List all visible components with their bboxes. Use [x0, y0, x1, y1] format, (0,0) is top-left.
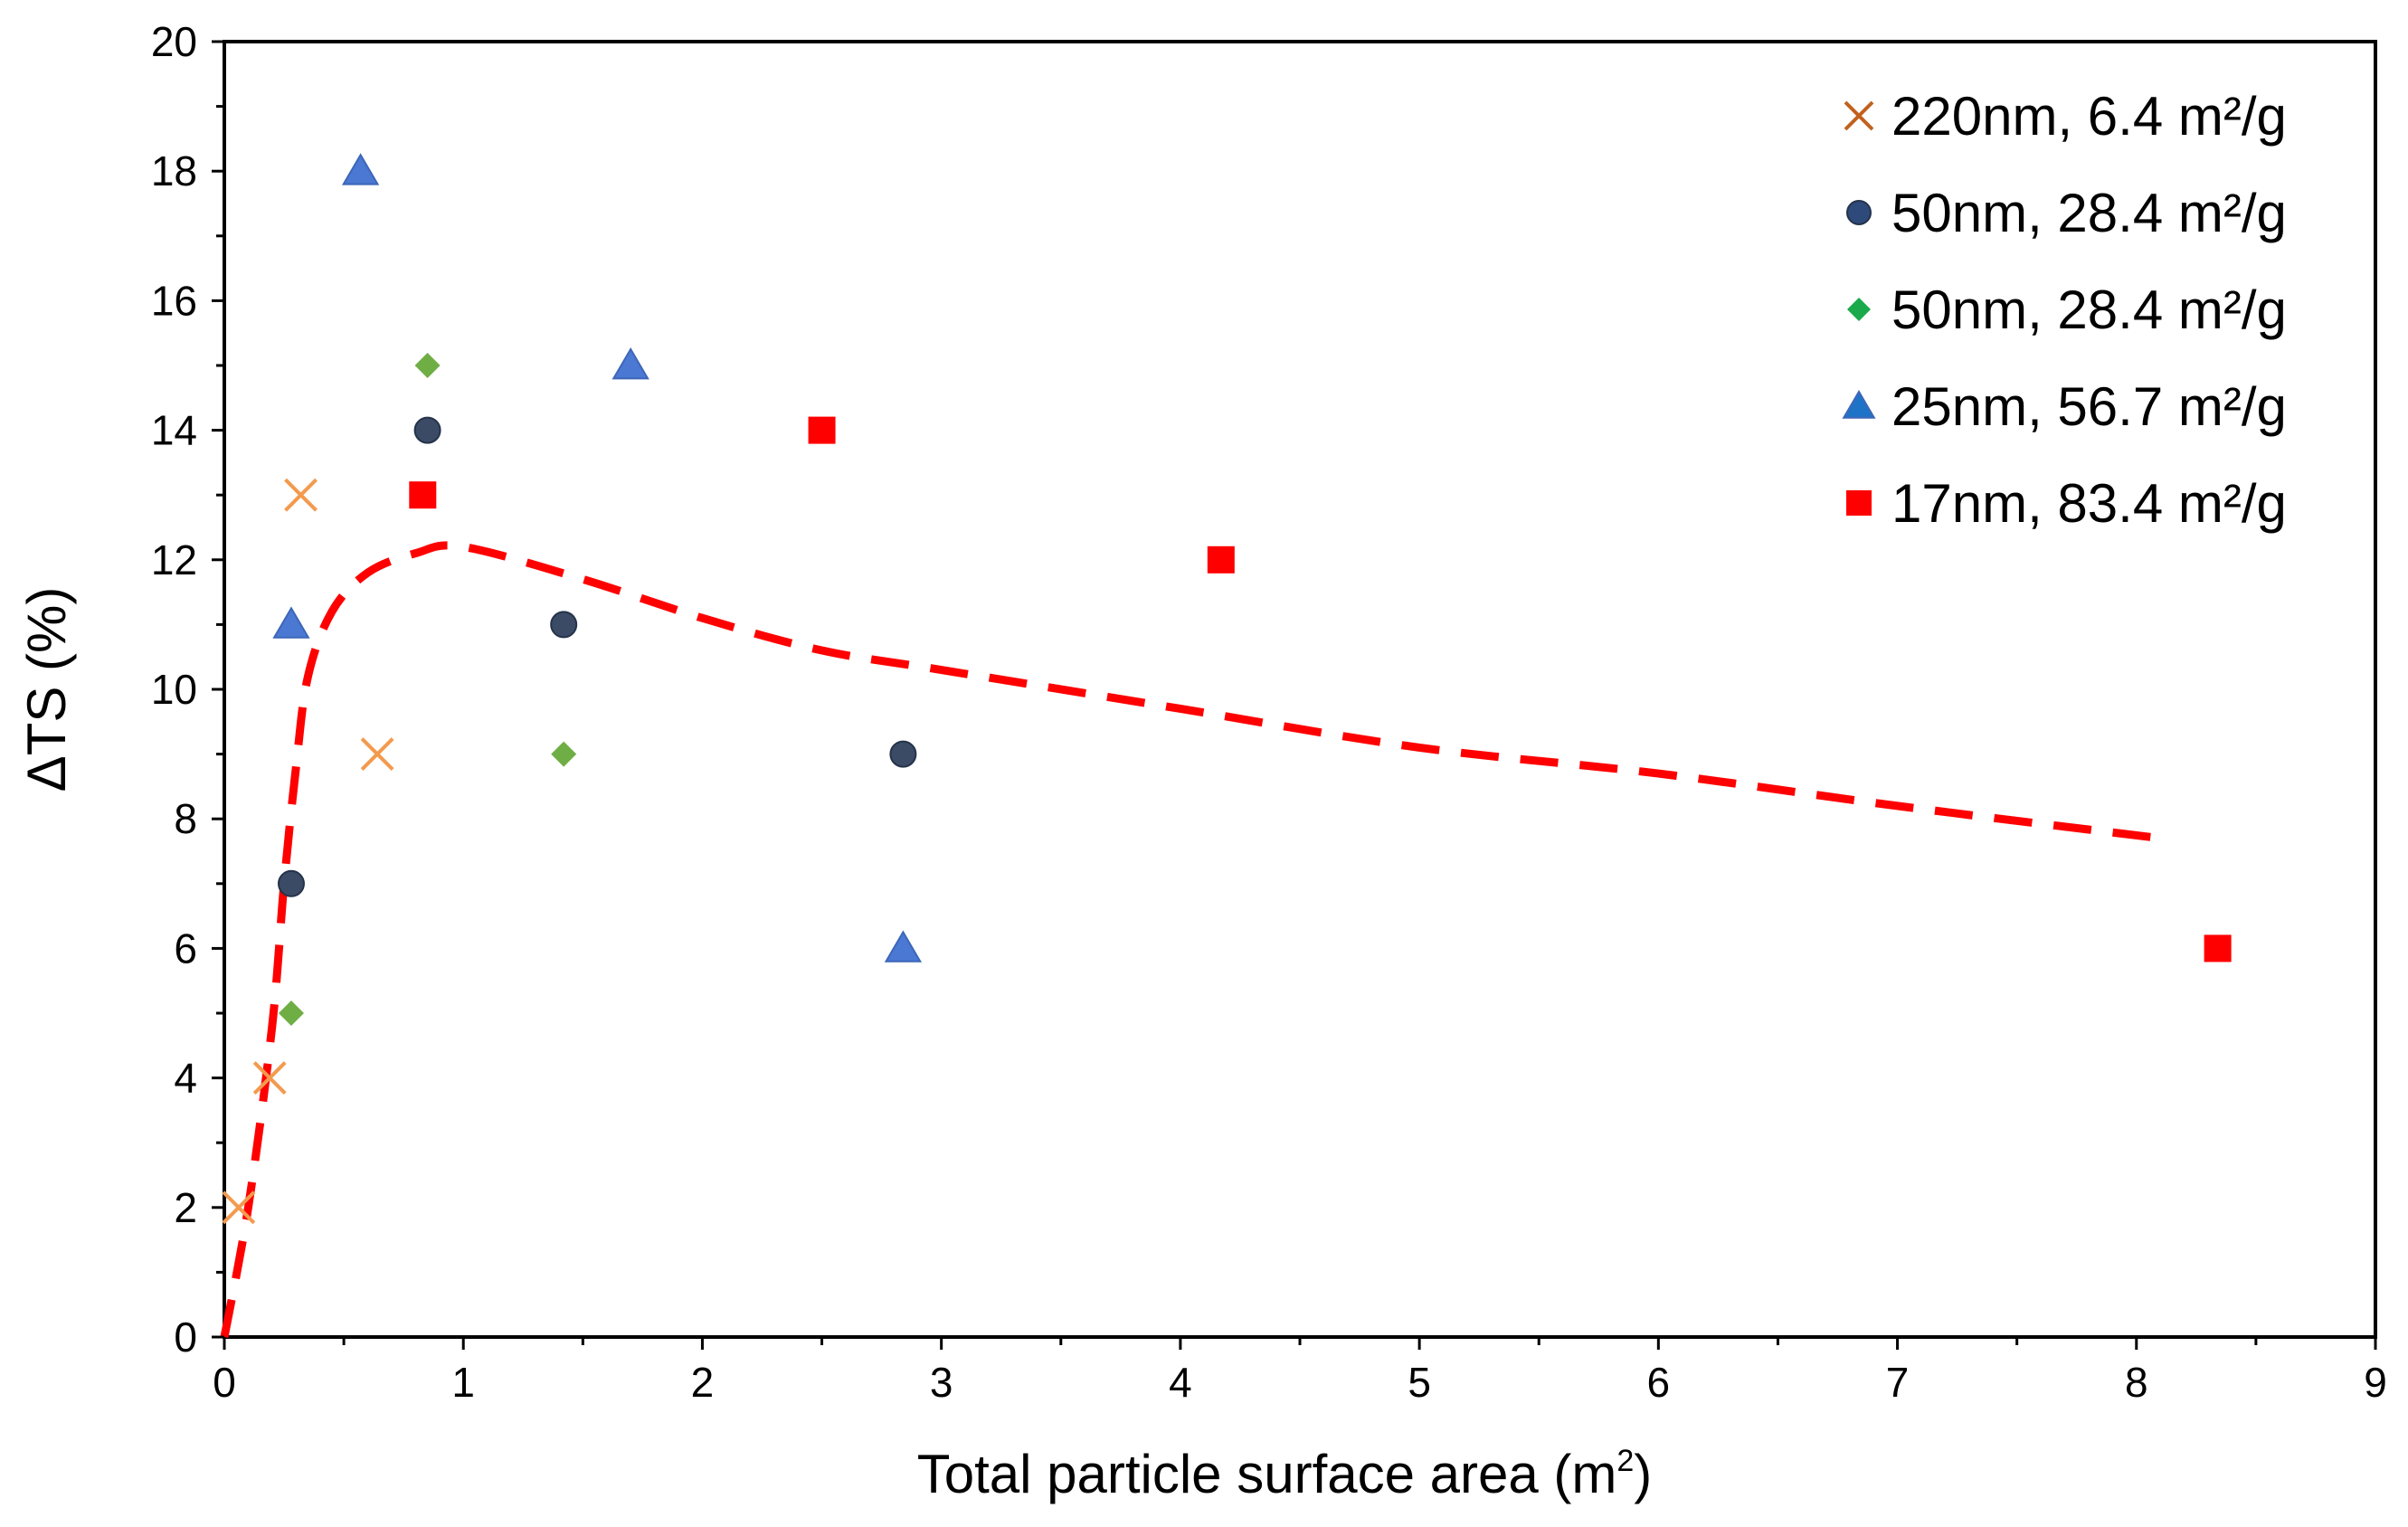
legend-marker-circle — [1846, 200, 1872, 225]
x-tick-label: 8 — [2125, 1359, 2148, 1406]
x-tick-label: 6 — [1647, 1359, 1671, 1406]
data-point-circle — [889, 740, 917, 768]
data-point-diamond — [414, 353, 441, 378]
data-point-circle — [277, 869, 305, 897]
legend-item: 50nm, 28.4 m²/g — [1846, 183, 2287, 243]
data-point-triangle — [611, 347, 649, 380]
data-point-square — [808, 416, 836, 444]
y-tick-label: 20 — [151, 18, 197, 65]
y-tick-label: 18 — [151, 147, 197, 194]
legend-marker-diamond — [1847, 298, 1871, 321]
legend-item: 220nm, 6.4 m²/g — [1844, 86, 2287, 147]
legend-label: 50nm, 28.4 m²/g — [1891, 280, 2287, 340]
y-axis-title: ΔTS (%) — [16, 587, 77, 792]
legend-marker-square — [1846, 490, 1872, 516]
data-point-triangle — [272, 606, 310, 639]
data-point-diamond — [278, 1001, 304, 1026]
data-point-square — [2204, 934, 2232, 963]
x-tick-label: 0 — [213, 1359, 236, 1406]
legend-item: 50nm, 28.4 m²/g — [1847, 280, 2287, 340]
data-point-x — [252, 1061, 287, 1095]
x-tick-label: 2 — [691, 1359, 715, 1406]
y-tick-label: 10 — [151, 666, 197, 713]
x-tick-label: 4 — [1169, 1359, 1192, 1406]
data-point-x — [222, 1190, 256, 1225]
data-point-triangle — [884, 930, 923, 963]
x-tick-label: 3 — [930, 1359, 953, 1406]
legend: 220nm, 6.4 m²/g 50nm, 28.4 m²/g 50nm, 28.4… — [1842, 86, 2287, 534]
trend-line-dashed — [220, 541, 2161, 1338]
data-point-x — [360, 737, 394, 772]
y-tick-label: 12 — [151, 536, 197, 583]
data-point-triangle — [341, 153, 380, 185]
data-point-x — [284, 478, 318, 512]
legend-item: 17nm, 83.4 m²/g — [1846, 473, 2287, 534]
y-tick-label: 14 — [151, 407, 197, 454]
data-point-circle — [413, 416, 441, 444]
data-point-square — [409, 481, 437, 509]
x-tick-label: 7 — [1886, 1359, 1910, 1406]
x-tick-label: 9 — [2364, 1359, 2387, 1406]
data-point-circle — [550, 611, 578, 639]
legend-label: 25nm, 56.7 m²/g — [1891, 376, 2287, 437]
y-tick-label: 4 — [174, 1055, 197, 1102]
legend-marker-x — [1844, 100, 1874, 131]
y-tick-label: 8 — [174, 795, 197, 842]
legend-label: 17nm, 83.4 m²/g — [1891, 473, 2287, 534]
legend-item: 25nm, 56.7 m²/g — [1842, 376, 2287, 437]
data-point-square — [1207, 545, 1235, 574]
legend-label: 50nm, 28.4 m²/g — [1891, 183, 2287, 243]
x-axis-title: Total particle surface area (m2) — [917, 1444, 1653, 1504]
legend-marker-triangle — [1842, 390, 1876, 419]
y-tick-label: 2 — [174, 1184, 197, 1231]
y-tick-label: 6 — [174, 925, 197, 972]
data-points-layer — [222, 153, 2232, 1225]
x-tick-label: 1 — [451, 1359, 475, 1406]
data-point-diamond — [551, 741, 577, 767]
trend-line-layer — [220, 541, 2161, 1338]
legend-label: 220nm, 6.4 m²/g — [1891, 86, 2287, 147]
y-tick-label: 16 — [151, 277, 197, 324]
y-tick-label: 0 — [174, 1314, 197, 1361]
x-tick-label: 5 — [1408, 1359, 1431, 1406]
